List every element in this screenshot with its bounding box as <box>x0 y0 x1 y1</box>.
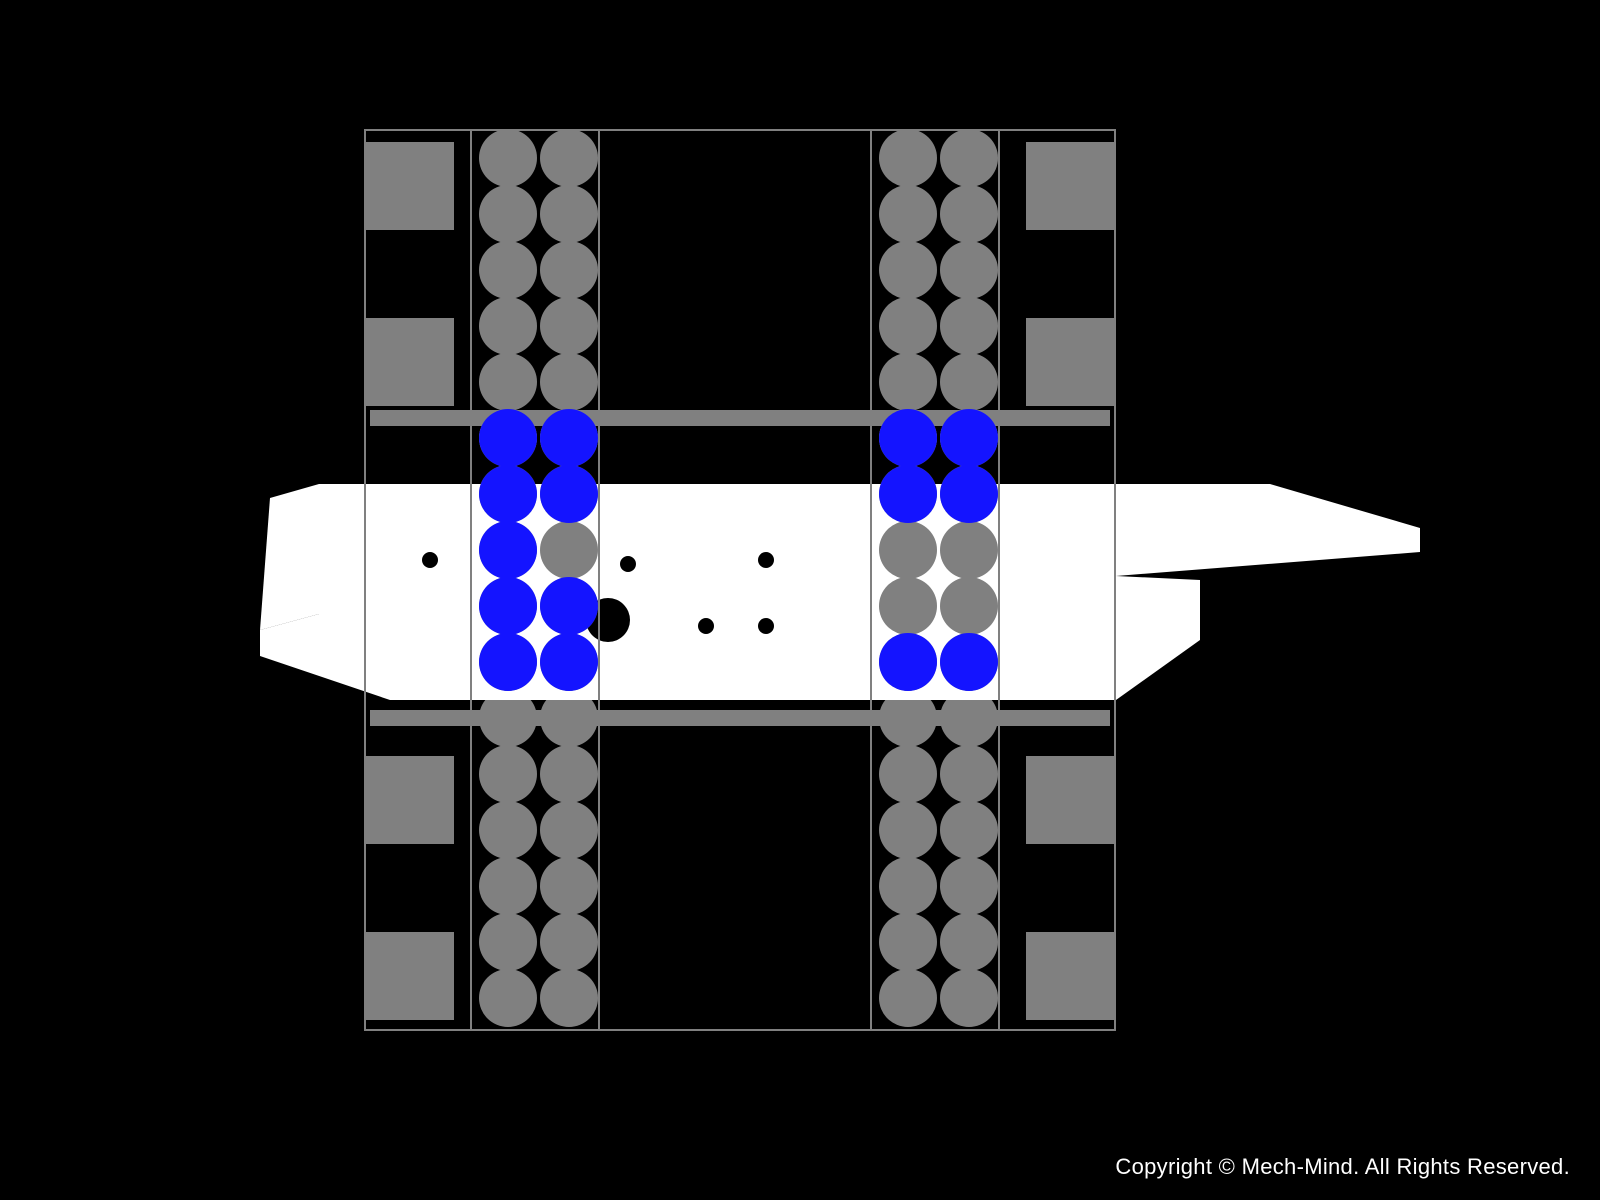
cup-gray <box>940 129 998 187</box>
cup-active <box>479 577 537 635</box>
cup-gray-over <box>540 521 598 579</box>
cup-gray <box>940 801 998 859</box>
cup-gray <box>479 353 537 411</box>
cup-gray <box>940 353 998 411</box>
workpiece-dot <box>758 618 774 634</box>
workpiece-dot <box>758 552 774 568</box>
diagram-svg <box>160 100 1440 1060</box>
cup-gray <box>540 913 598 971</box>
cup-gray <box>540 129 598 187</box>
cup-gray <box>479 857 537 915</box>
cup-gray <box>879 297 937 355</box>
cup-active <box>540 409 598 467</box>
cup-gray <box>479 745 537 803</box>
cup-gray <box>540 969 598 1027</box>
cup-gray <box>879 353 937 411</box>
cup-active <box>879 633 937 691</box>
cup-active <box>479 409 537 467</box>
cup-active <box>940 409 998 467</box>
cup-gray <box>879 857 937 915</box>
fixture-pad-left <box>366 142 454 230</box>
cup-active <box>479 465 537 523</box>
cup-gray <box>879 745 937 803</box>
cup-gray <box>540 801 598 859</box>
cup-active <box>540 633 598 691</box>
cup-gray <box>940 969 998 1027</box>
fixture-pad-left <box>366 932 454 1020</box>
cup-gray <box>879 129 937 187</box>
cup-gray <box>940 297 998 355</box>
cup-gray <box>940 745 998 803</box>
cup-gray <box>479 185 537 243</box>
cup-gray <box>540 297 598 355</box>
cup-gray <box>540 241 598 299</box>
cup-gray <box>879 801 937 859</box>
fixture-pad-right <box>1026 142 1114 230</box>
cup-active <box>540 577 598 635</box>
cup-gray <box>879 913 937 971</box>
cup-gray <box>479 297 537 355</box>
cup-active <box>879 465 937 523</box>
cup-gray-over <box>940 577 998 635</box>
cup-gray <box>479 801 537 859</box>
cup-gray <box>540 353 598 411</box>
cup-gray <box>540 857 598 915</box>
fixture-pad-right <box>1026 756 1114 844</box>
cup-gray <box>540 745 598 803</box>
cup-gray <box>879 969 937 1027</box>
copyright-text: Copyright © Mech-Mind. All Rights Reserv… <box>1115 1154 1570 1180</box>
cup-gray <box>479 241 537 299</box>
workpiece-dot <box>698 618 714 634</box>
cup-gray-over <box>879 521 937 579</box>
cup-active <box>479 633 537 691</box>
cup-active <box>879 409 937 467</box>
cup-gray <box>879 185 937 243</box>
fixture-pad-left <box>366 318 454 406</box>
cup-gray <box>940 241 998 299</box>
cup-active <box>940 633 998 691</box>
cup-gray <box>479 969 537 1027</box>
workpiece <box>260 484 1420 700</box>
diagram-stage <box>160 100 1440 1060</box>
cup-gray <box>940 185 998 243</box>
cup-active <box>540 465 598 523</box>
cup-active <box>479 521 537 579</box>
cup-gray-over <box>879 577 937 635</box>
workpiece-dot <box>422 552 438 568</box>
cup-gray <box>879 241 937 299</box>
cup-gray <box>940 913 998 971</box>
cup-gray <box>940 857 998 915</box>
cup-gray-over <box>940 521 998 579</box>
cup-gray <box>479 129 537 187</box>
fixture-pad-right <box>1026 318 1114 406</box>
cup-active <box>940 465 998 523</box>
fixture-pad-right <box>1026 932 1114 1020</box>
cup-gray <box>479 913 537 971</box>
fixture-pad-left <box>366 756 454 844</box>
cup-gray <box>540 185 598 243</box>
workpiece-dot <box>620 556 636 572</box>
